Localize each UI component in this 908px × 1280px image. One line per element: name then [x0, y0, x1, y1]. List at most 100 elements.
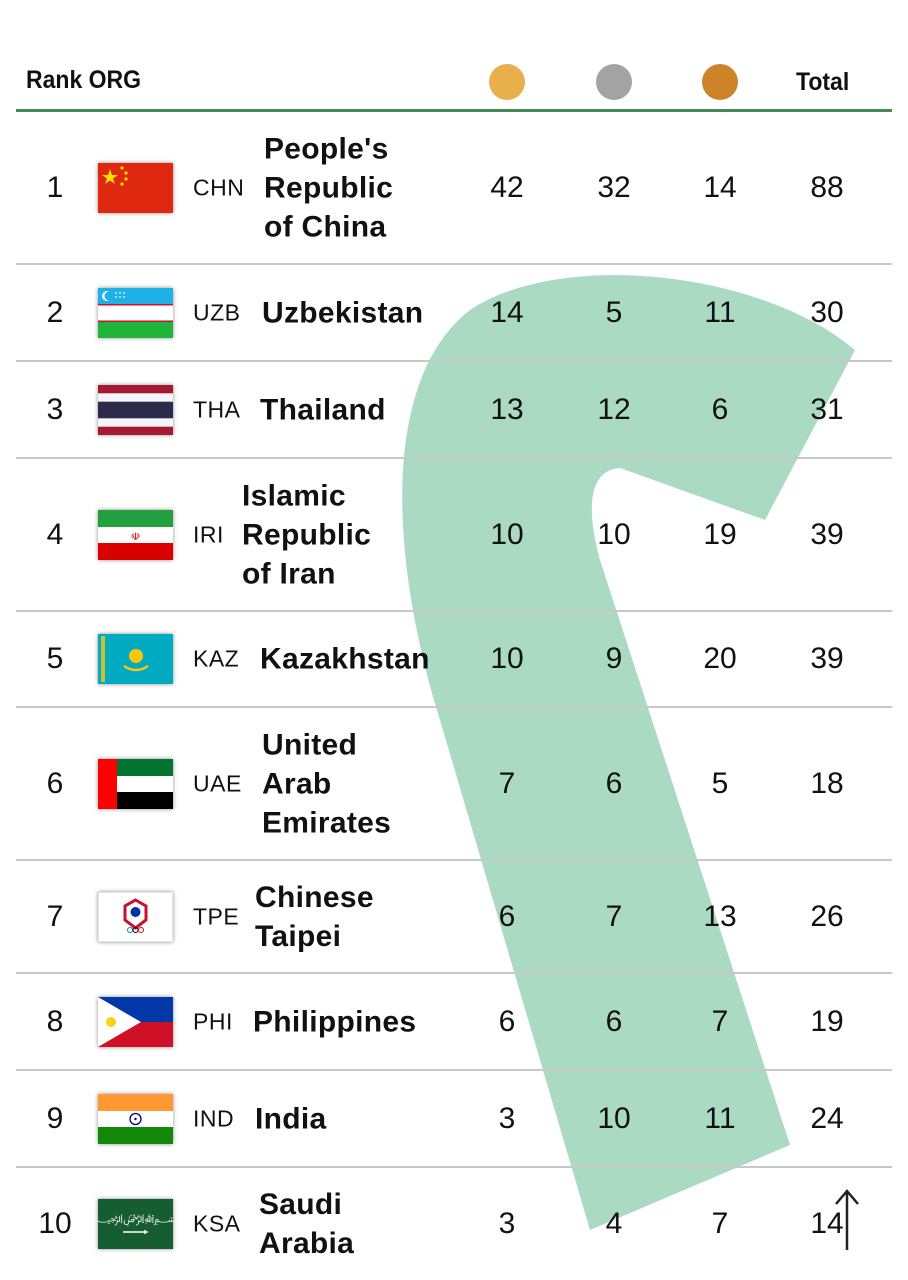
table-row[interactable]: 6 UAE United Arab Emirates 7 6 5 18 — [16, 708, 892, 861]
country-name[interactable]: India — [255, 1102, 327, 1135]
uzbekistan-flag-icon — [98, 287, 173, 338]
rank: 8 — [46, 1004, 64, 1038]
table-row[interactable]: 7 TPE Chinese Taipei 6 7 13 26 — [16, 861, 892, 974]
table-row[interactable]: 3 THA Thailand 13 12 6 31 — [16, 362, 892, 459]
country-code: IRI — [193, 521, 224, 547]
thailand-flag-icon — [98, 384, 173, 435]
silver-count: 12 — [597, 392, 631, 426]
gold-count: 3 — [498, 1207, 516, 1240]
country-name[interactable]: United Arab Emirates — [262, 728, 392, 839]
rank: 4 — [46, 517, 64, 551]
table-row[interactable]: 8 PHI Philippines 6 6 7 19 — [16, 974, 892, 1071]
svg-text:☫: ☫ — [131, 531, 141, 543]
country-name[interactable]: Kazakhstan — [260, 642, 430, 676]
country-name[interactable]: Thailand — [260, 393, 386, 426]
kazakhstan-flag-icon — [98, 634, 173, 684]
gold-count: 42 — [490, 170, 524, 204]
country-code: IND — [193, 1105, 235, 1131]
silver-count: 5 — [605, 295, 623, 329]
silver-count: 7 — [605, 899, 623, 933]
bronze-medal-icon — [702, 64, 738, 100]
china-flag-icon — [98, 162, 173, 213]
rank: 9 — [46, 1101, 64, 1135]
gold-count: 7 — [498, 766, 516, 800]
rank: 2 — [46, 295, 64, 329]
country-code: TPE — [193, 903, 240, 929]
bronze-count: 7 — [711, 1004, 729, 1038]
gold-count: 14 — [490, 295, 524, 329]
total-count: 31 — [810, 392, 844, 426]
saudi-arabia-flag-icon: ﷽ — [98, 1199, 173, 1249]
svg-text:﷽: ﷽ — [98, 1213, 173, 1227]
table-row[interactable]: 5 KAZ Kazakhstan 10 9 20 39 — [16, 612, 892, 708]
silver-count: 10 — [597, 517, 631, 551]
bronze-count: 11 — [704, 295, 736, 329]
total-count: 14 — [810, 1207, 844, 1240]
gold-count: 10 — [490, 517, 524, 551]
bronze-count: 7 — [711, 1207, 729, 1240]
country-name[interactable]: Saudi Arabia — [259, 1188, 355, 1260]
chinese-taipei-flag-icon — [98, 891, 173, 942]
rank: 6 — [46, 766, 64, 800]
country-code: KAZ — [193, 645, 240, 672]
country-code: UZB — [193, 299, 241, 325]
total-count: 39 — [810, 642, 844, 675]
rank-org-header: Rank ORG — [26, 66, 142, 94]
uae-flag-icon — [98, 758, 173, 809]
bronze-count: 19 — [703, 517, 737, 551]
bronze-count: 11 — [704, 1101, 736, 1135]
country-code: UAE — [193, 770, 242, 796]
country-code: KSA — [193, 1210, 241, 1237]
country-code: CHN — [193, 174, 245, 200]
silver-count: 6 — [605, 766, 623, 800]
country-name[interactable]: Islamic Republic of Iran — [242, 479, 372, 590]
silver-medal-icon — [596, 64, 632, 100]
total-count: 18 — [810, 766, 844, 800]
country-name[interactable]: People's Republic of China — [264, 132, 394, 243]
silver-count: 6 — [605, 1004, 623, 1038]
bronze-count: 6 — [711, 392, 729, 426]
gold-count: 6 — [498, 1004, 516, 1038]
total-count: 26 — [810, 899, 844, 933]
country-name[interactable]: Philippines — [253, 1005, 417, 1038]
table-row[interactable]: 2 UZB Uzbekistan 14 5 11 30 — [16, 265, 892, 362]
country-name[interactable]: Uzbekistan — [262, 296, 424, 329]
medal-table: Rank ORG Total 1 CHN People's Republic of … — [16, 0, 892, 1280]
table-row[interactable]: 10 ﷽ KSA Saudi Arabia 3 4 7 14 — [16, 1168, 892, 1280]
gold-count: 3 — [498, 1101, 516, 1135]
country-name[interactable]: Chinese Taipei — [255, 880, 374, 953]
rank: 10 — [38, 1207, 72, 1240]
total-count: 19 — [810, 1004, 844, 1038]
silver-count: 4 — [605, 1207, 623, 1240]
table-row[interactable]: 4 ☫ IRI Islamic Republic of Iran 10 10 19 39 — [16, 459, 892, 612]
silver-count: 32 — [597, 170, 631, 204]
table-row[interactable]: 9 IND India 3 10 11 24 — [16, 1071, 892, 1168]
silver-count: 9 — [605, 642, 623, 675]
gold-count: 10 — [490, 642, 524, 675]
rank: 5 — [46, 642, 64, 675]
total-header: Total — [796, 68, 850, 96]
bronze-count: 20 — [703, 642, 737, 675]
iran-flag-icon: ☫ — [98, 509, 173, 560]
gold-count: 13 — [490, 392, 524, 426]
table-row[interactable]: 1 CHN People's Republic of China 42 32 14 88 — [16, 112, 892, 265]
rank: 7 — [46, 899, 64, 933]
rank: 3 — [46, 392, 64, 426]
bronze-count: 13 — [703, 899, 737, 933]
gold-count: 6 — [498, 899, 516, 933]
bronze-count: 5 — [711, 766, 729, 800]
rank: 1 — [46, 170, 64, 204]
scroll-up-arrow-icon[interactable] — [832, 1188, 862, 1252]
bronze-count: 14 — [703, 170, 737, 204]
total-count: 39 — [810, 517, 844, 551]
table-header: Rank ORG Total — [16, 0, 892, 112]
gold-medal-icon — [489, 64, 525, 100]
philippines-flag-icon — [98, 996, 173, 1047]
country-code: THA — [193, 396, 241, 422]
total-count: 24 — [810, 1101, 844, 1135]
total-count: 30 — [810, 295, 844, 329]
silver-count: 10 — [597, 1101, 631, 1135]
india-flag-icon — [98, 1093, 173, 1144]
country-code: PHI — [193, 1008, 233, 1034]
